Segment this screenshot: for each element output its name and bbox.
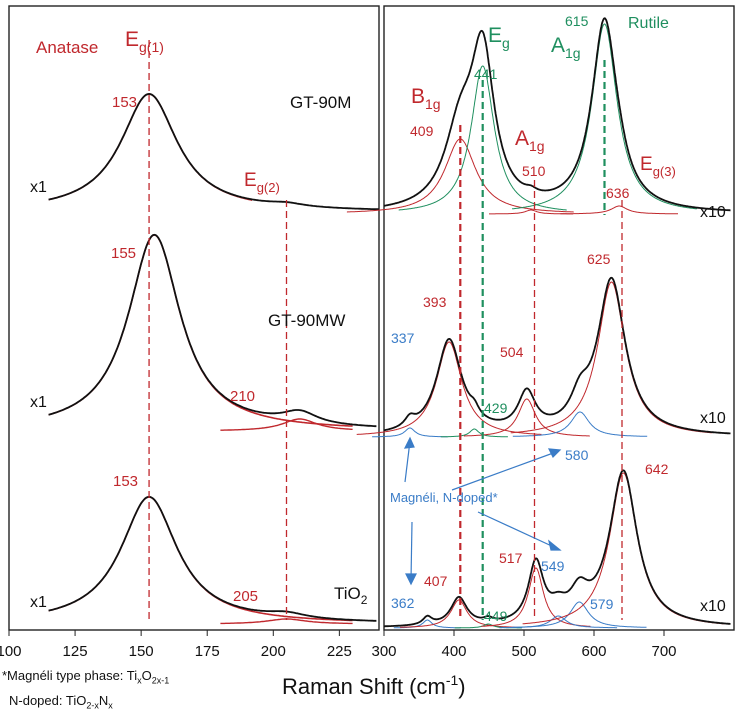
undefined	[463, 398, 590, 437]
undefined	[440, 428, 508, 438]
scale-label: x1	[30, 179, 47, 196]
undefined	[356, 341, 542, 435]
spectrum-curve	[384, 469, 731, 628]
undefined	[512, 411, 648, 437]
x-tick-label: 225	[327, 643, 352, 660]
peak-label: 517	[499, 550, 523, 566]
undefined	[560, 205, 678, 215]
peak-label: 579	[590, 596, 614, 612]
x-tick-label: 175	[195, 643, 220, 660]
x-tick-label: 300	[371, 643, 396, 660]
peak-label: 337	[391, 330, 415, 346]
footnote-magneli: *Magnéli type phase: TixO2x-1	[2, 668, 170, 686]
b1g-mode-label: B1g	[411, 85, 441, 112]
scale-label: x1	[30, 594, 47, 611]
right-panel-frame	[383, 5, 735, 631]
peak-label: 580	[565, 447, 589, 463]
spectrum-curve	[48, 92, 380, 211]
peak-label: 153	[113, 473, 138, 490]
magneli-annotation: Magnéli, N-doped*	[390, 490, 498, 505]
peak-label: 153	[112, 94, 137, 111]
peak-label: 549	[541, 558, 565, 574]
undefined	[398, 65, 567, 211]
undefined	[512, 601, 647, 628]
rutile-label: Rutile	[628, 15, 669, 32]
peak-label: 615	[565, 13, 589, 29]
peak-label: 210	[230, 388, 255, 405]
eg1-mode-label: Eg(1)	[125, 28, 164, 55]
eg-mode-label: Eg	[488, 24, 510, 51]
undefined	[510, 281, 713, 434]
x-tick-label: 400	[441, 643, 466, 660]
trace-name-tio2: TiO2	[334, 584, 368, 607]
undefined	[511, 23, 698, 210]
undefined	[400, 599, 518, 628]
spectrum-curve	[48, 233, 377, 428]
eg3-mode-label: Eg(3)	[640, 154, 676, 179]
scale-label: x10	[700, 410, 726, 427]
peak-label: 393	[423, 294, 447, 310]
anatase-fit-curve	[48, 234, 353, 427]
footnote-ndoped: N-doped: TiO2-xNx	[9, 693, 113, 711]
a1g-rutile-mode-label: A1g	[551, 34, 581, 61]
anatase-label: Anatase	[36, 38, 98, 57]
anatase-fit-curve	[48, 93, 253, 201]
peak-label: 362	[391, 595, 415, 611]
x-tick-label: 700	[651, 643, 676, 660]
peak-label: 449	[484, 608, 508, 624]
trace-name-gt90m: GT-90M	[290, 93, 351, 112]
peak-label: 642	[645, 461, 669, 477]
x-tick-label: 500	[511, 643, 536, 660]
scale-label: x1	[30, 394, 47, 411]
peak-label: 155	[111, 245, 136, 262]
spectrum-curve	[48, 495, 377, 622]
x-tick-label: 200	[261, 643, 286, 660]
peak-label: 510	[522, 163, 546, 179]
undefined	[372, 427, 448, 438]
x-tick-label: 600	[581, 643, 606, 660]
peak-label: 625	[587, 251, 611, 267]
peak-label: 441	[474, 66, 498, 82]
left-panel-frame	[8, 5, 380, 631]
annotation-arrows	[403, 436, 562, 586]
anatase-fit-curve	[48, 496, 353, 622]
peak-label: 409	[410, 123, 434, 139]
a1g-anatase-mode-label: A1g	[515, 127, 545, 154]
peak-label: 636	[606, 185, 630, 201]
spectrum-curve	[383, 276, 731, 435]
x-tick-label: 125	[63, 643, 88, 660]
undefined	[489, 209, 573, 215]
scale-label: x10	[700, 598, 726, 615]
x-tick-label: 100	[0, 643, 22, 660]
x-tick-label: 150	[129, 643, 154, 660]
trace-name-gt90mw: GT-90MW	[268, 311, 345, 330]
peak-label: 407	[424, 573, 448, 589]
eg2-mode-label: Eg(2)	[244, 170, 280, 195]
peak-label: 504	[500, 344, 524, 360]
x-axis-title: Raman Shift (cm-1)	[282, 672, 466, 699]
peak-label: 205	[233, 588, 258, 605]
spectrum-curve	[383, 17, 731, 212]
scale-label: x10	[700, 204, 726, 221]
peak-label: 429	[484, 400, 508, 416]
